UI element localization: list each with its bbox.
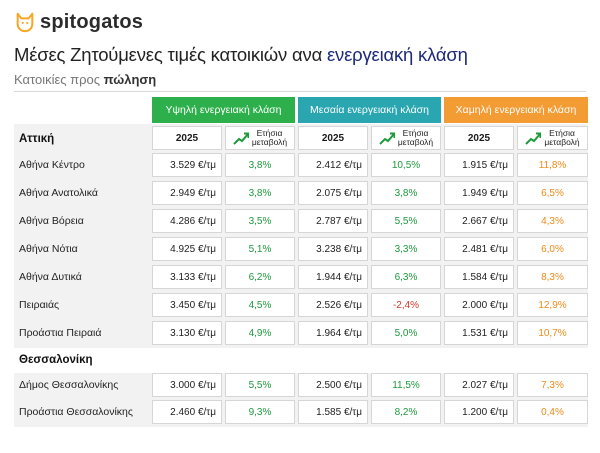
- change-low: 6,0%: [517, 237, 588, 261]
- row-label: Αθήνα Νότια: [19, 243, 78, 255]
- change-low: 8,3%: [517, 265, 588, 289]
- change-low: 12,9%: [517, 293, 588, 317]
- col-header-change-mid: Ετήσια μεταβολή: [371, 126, 441, 150]
- cat-logo-icon: [16, 12, 34, 33]
- change-mid: -2,4%: [371, 293, 441, 317]
- row-label: Αθήνα Κέντρο: [19, 159, 85, 171]
- change-low: 10,7%: [517, 321, 588, 345]
- change-low: 6,5%: [517, 181, 588, 205]
- title-prefix: Μέσες Ζητούμενες τιμές κατοικιών ανα: [14, 44, 327, 65]
- price-mid: 2.075 €/τμ: [298, 181, 368, 205]
- subtitle-bold: πώληση: [103, 72, 157, 87]
- change-label: Ετήσια μεταβολή: [397, 128, 434, 147]
- price-low: 1.531 €/τμ: [444, 321, 514, 345]
- change-high: 9,3%: [225, 400, 295, 424]
- page-title: Μέσες Ζητούμενες τιμές κατοικιών ανα ενε…: [14, 44, 468, 66]
- price-low: 2.000 €/τμ: [444, 293, 514, 317]
- brand-logo: spitogatos: [14, 9, 143, 35]
- change-high: 3,5%: [225, 209, 295, 233]
- price-high: 2.949 €/τμ: [152, 181, 222, 205]
- row-label: Αθήνα Ανατολικά: [19, 187, 98, 199]
- col-header-change-high: Ετήσια μεταβολή: [225, 126, 295, 150]
- row-label: Αθήνα Βόρεια: [19, 215, 84, 227]
- price-high: 4.286 €/τμ: [152, 209, 222, 233]
- region-title-attiki: Αττική: [19, 133, 55, 145]
- change-high: 3,8%: [225, 181, 295, 205]
- change-mid: 3,8%: [371, 181, 441, 205]
- price-low: 2.667 €/τμ: [444, 209, 514, 233]
- change-high: 4,9%: [225, 321, 295, 345]
- price-high: 4.925 €/τμ: [152, 237, 222, 261]
- price-mid: 1.585 €/τμ: [298, 400, 368, 424]
- price-high: 3.130 €/τμ: [152, 321, 222, 345]
- row-label: Δήμος Θεσσαλονίκης: [19, 379, 119, 391]
- change-mid: 10,5%: [371, 153, 441, 177]
- price-high: 2.460 €/τμ: [152, 400, 222, 424]
- trend-up-icon: [525, 132, 542, 145]
- price-mid: 2.526 €/τμ: [298, 293, 368, 317]
- row-label: Αθήνα Δυτικά: [19, 271, 82, 283]
- row-label: Προάστια Πειραιά: [19, 327, 102, 339]
- region-title-thessaloniki: Θεσσαλονίκη: [19, 354, 93, 366]
- change-mid: 5,5%: [371, 209, 441, 233]
- price-mid: 2.412 €/τμ: [298, 153, 368, 177]
- price-low: 2.027 €/τμ: [444, 373, 514, 397]
- group-header-high: Υψηλή ενεργειακή κλάση: [152, 97, 295, 123]
- divider: [14, 91, 586, 92]
- brand-name: spitogatos: [40, 10, 144, 33]
- row-label: Προάστια Θεσσαλονίκης: [19, 406, 133, 418]
- col-header-change-low: Ετήσια μεταβολή: [517, 126, 588, 150]
- title-highlight: ενεργειακή κλάση: [327, 44, 468, 65]
- change-high: 6,2%: [225, 265, 295, 289]
- change-mid: 5,0%: [371, 321, 441, 345]
- change-label: Ετήσια μεταβολή: [251, 128, 288, 147]
- trend-up-icon: [233, 132, 249, 145]
- price-low: 1.949 €/τμ: [444, 181, 514, 205]
- price-high: 3.450 €/τμ: [152, 293, 222, 317]
- change-low: 4,3%: [517, 209, 588, 233]
- subtitle-prefix: Κατοικίες προς: [14, 72, 104, 87]
- col-header-year-mid: 2025: [298, 126, 368, 150]
- change-mid: 3,3%: [371, 237, 441, 261]
- group-header-mid: Μεσαία ενεργειακή κλάση: [298, 97, 441, 123]
- change-low: 7,3%: [517, 373, 588, 397]
- col-header-year-high: 2025: [152, 126, 222, 150]
- change-high: 5,1%: [225, 237, 295, 261]
- trend-up-icon: [379, 132, 395, 145]
- change-mid: 8,2%: [371, 400, 441, 424]
- change-mid: 11,5%: [371, 373, 441, 397]
- price-mid: 2.500 €/τμ: [298, 373, 368, 397]
- row-label: Πειραιάς: [19, 299, 60, 311]
- col-header-year-low: 2025: [444, 126, 514, 150]
- change-low: 0,4%: [517, 400, 588, 424]
- price-mid: 2.787 €/τμ: [298, 209, 368, 233]
- price-low: 1.584 €/τμ: [444, 265, 514, 289]
- price-high: 3.000 €/τμ: [152, 373, 222, 397]
- change-high: 3,8%: [225, 153, 295, 177]
- price-mid: 3.238 €/τμ: [298, 237, 368, 261]
- price-mid: 1.964 €/τμ: [298, 321, 368, 345]
- price-low: 1.915 €/τμ: [444, 153, 514, 177]
- change-mid: 6,3%: [371, 265, 441, 289]
- price-high: 3.529 €/τμ: [152, 153, 222, 177]
- page-subtitle: Κατοικίες προς πώληση: [14, 72, 156, 87]
- change-low: 11,8%: [517, 153, 588, 177]
- change-label: Ετήσια μεταβολή: [544, 128, 580, 147]
- group-header-low: Χαμηλή ενεργειακή κλάση: [444, 97, 588, 123]
- change-high: 5,5%: [225, 373, 295, 397]
- price-high: 3.133 €/τμ: [152, 265, 222, 289]
- price-low: 1.200 €/τμ: [444, 400, 514, 424]
- price-low: 2.481 €/τμ: [444, 237, 514, 261]
- price-mid: 1.944 €/τμ: [298, 265, 368, 289]
- change-high: 4,5%: [225, 293, 295, 317]
